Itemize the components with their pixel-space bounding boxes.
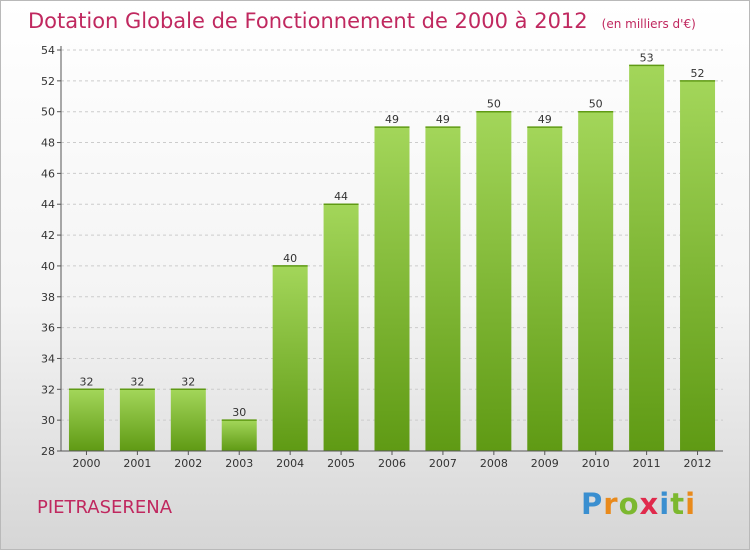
proxiti-logo: Proxiti — [581, 487, 696, 521]
y-tick-label: 52 — [41, 75, 55, 88]
logo-letter: r — [603, 487, 619, 521]
labels: 28 30 32 34 36 38 40 42 44 46 48 50 52 54 32 2000 32 2001… — [41, 44, 712, 470]
bar — [374, 127, 410, 451]
bar — [272, 265, 308, 451]
x-tick-label: 2000 — [72, 457, 100, 470]
data-label: 44 — [334, 190, 348, 203]
data-label: 40 — [283, 252, 297, 265]
place-name: PIETRASERENA — [37, 497, 173, 518]
bar — [170, 389, 206, 451]
logo-letter: t — [670, 487, 686, 521]
y-tick-label: 38 — [41, 291, 55, 304]
axes — [57, 46, 723, 455]
y-tick-label: 32 — [41, 383, 55, 396]
logo-letter: x — [639, 487, 660, 521]
y-tick-label: 44 — [41, 198, 55, 211]
chart-title: Dotation Globale de Fonctionnement de 20… — [28, 9, 588, 33]
data-label: 52 — [691, 67, 705, 80]
x-tick-label: 2008 — [480, 457, 508, 470]
chart-unit: (en milliers d'€) — [601, 17, 696, 31]
x-tick-label: 2002 — [174, 457, 202, 470]
logo-letter: i — [685, 487, 697, 521]
y-tick-label: 36 — [41, 322, 55, 335]
title-row: Dotation Globale de Fonctionnement de 20… — [28, 9, 696, 33]
y-tick-label: 54 — [41, 44, 55, 57]
x-tick-label: 2007 — [429, 457, 457, 470]
logo-letter: i — [659, 487, 671, 521]
data-label: 49 — [436, 113, 450, 126]
bar — [527, 127, 563, 451]
x-tick-label: 2012 — [684, 457, 712, 470]
x-tick-label: 2004 — [276, 457, 304, 470]
bar — [68, 389, 104, 451]
bar — [476, 111, 512, 451]
y-tick-label: 42 — [41, 229, 55, 242]
data-label: 32 — [79, 375, 93, 388]
y-tick-label: 48 — [41, 137, 55, 150]
bar — [119, 389, 155, 451]
x-tick-label: 2011 — [633, 457, 661, 470]
data-label: 49 — [385, 113, 399, 126]
bar — [221, 420, 257, 451]
x-tick-label: 2006 — [378, 457, 406, 470]
x-tick-label: 2003 — [225, 457, 253, 470]
bars — [68, 64, 716, 451]
y-tick-label: 34 — [41, 352, 55, 365]
data-label: 30 — [232, 406, 246, 419]
logo-letter: P — [581, 487, 604, 521]
x-tick-label: 2005 — [327, 457, 355, 470]
data-label: 50 — [589, 98, 603, 111]
data-label: 32 — [130, 375, 144, 388]
y-tick-label: 46 — [41, 167, 55, 180]
y-tick-label: 30 — [41, 414, 55, 427]
x-tick-label: 2010 — [582, 457, 610, 470]
logo-letter: o — [618, 487, 640, 521]
bar — [425, 127, 461, 451]
data-label: 32 — [181, 375, 195, 388]
bar — [323, 204, 359, 451]
data-label: 50 — [487, 98, 501, 111]
y-tick-label: 28 — [41, 445, 55, 458]
x-tick-label: 2001 — [123, 457, 151, 470]
x-tick-label: 2009 — [531, 457, 559, 470]
y-tick-label: 50 — [41, 106, 55, 119]
bar — [629, 65, 665, 451]
data-label: 53 — [640, 51, 654, 64]
data-label: 49 — [538, 113, 552, 126]
bar — [680, 80, 716, 451]
bar — [578, 111, 614, 451]
y-tick-label: 40 — [41, 260, 55, 273]
